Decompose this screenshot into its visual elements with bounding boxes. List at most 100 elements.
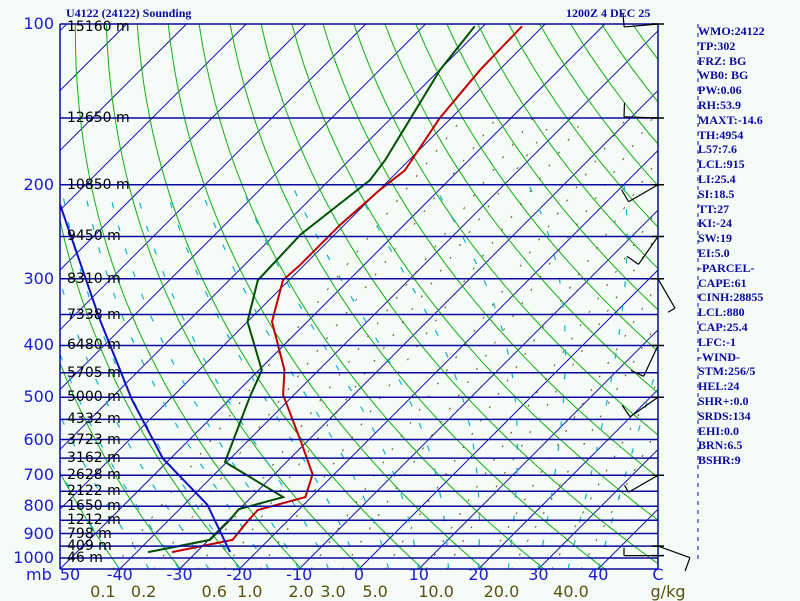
pressure-label: 1000 — [0, 550, 54, 566]
stat-item: -WIND- — [698, 350, 765, 365]
stat-item: LCL:915 — [698, 157, 765, 172]
dry-adiabat-line — [292, 24, 726, 569]
stat-item: BSHR:9 — [698, 453, 765, 468]
temperature-tick-label: 0 — [354, 568, 364, 582]
mixing-ratio-line — [581, 118, 800, 569]
height-label: 2122 m — [67, 485, 121, 497]
wind-barb-staff — [658, 279, 675, 308]
temperature-tick-label: -10 — [286, 568, 312, 582]
temperature-tick-label: 30 — [528, 568, 548, 582]
mixing-ratio-unit-label: g/kg — [651, 584, 686, 599]
dry-adiabat-line — [199, 24, 544, 569]
height-label: 46 m — [67, 552, 103, 564]
pressure-label: 800 — [0, 498, 54, 514]
stat-item: LCL:880 — [698, 305, 765, 320]
pressure-label: 700 — [0, 467, 54, 483]
temperature-tick-label: -30 — [167, 568, 193, 582]
moist-adiabat-line — [165, 185, 359, 570]
stat-item: CAP:25.4 — [698, 320, 765, 335]
stat-item: SRDS:134 — [698, 409, 765, 424]
height-label: 1212 m — [67, 514, 121, 526]
dry-adiabat-line — [106, 24, 362, 569]
height-label: 8310 m — [67, 273, 121, 285]
stat-item: EHI:0.0 — [698, 424, 765, 439]
pressure-label: 200 — [0, 177, 54, 193]
wind-barb-flag — [627, 256, 638, 264]
stat-item: SW:19 — [698, 231, 765, 246]
pressure-unit-label: mb — [26, 568, 52, 582]
temperature-tick-label: 40 — [588, 568, 608, 582]
wind-barb-staff — [630, 397, 658, 417]
wind-barb-staff — [638, 236, 658, 264]
stat-item: -PARCEL- — [698, 261, 765, 276]
pressure-label: 600 — [0, 432, 54, 448]
mixing-ratio-line — [385, 118, 687, 569]
mixing-ratio-label: 5.0 — [362, 584, 387, 599]
mixing-ratio-label: 20.0 — [484, 584, 520, 599]
mixing-ratio-label: 0.6 — [201, 584, 226, 599]
height-label: 1650 m — [67, 500, 121, 512]
stat-item: CINH:28855 — [698, 290, 765, 305]
stat-item: TT:27 — [698, 202, 765, 217]
pressure-label: 300 — [0, 271, 54, 287]
temperature-tick-label: 10 — [409, 568, 429, 582]
height-label: 3723 m — [67, 434, 121, 446]
wind-barbs — [622, 13, 690, 571]
stat-item: LI:25.4 — [698, 172, 765, 187]
height-label: 5000 m — [67, 391, 121, 403]
chart-frame — [60, 24, 698, 569]
moist-adiabat-line — [135, 185, 329, 570]
mixing-ratio-label: 10.0 — [418, 584, 454, 599]
temperature-tick-label: -40 — [107, 568, 133, 582]
height-label: 12650 m — [67, 112, 130, 124]
mixing-ratio-line — [260, 118, 585, 569]
mixing-ratio-line — [224, 118, 555, 569]
stat-item: PW:0.06 — [698, 83, 765, 98]
stat-item: BRN:6.5 — [698, 438, 765, 453]
mixing-ratio-label: 2.0 — [288, 584, 313, 599]
stat-item: SI:18.5 — [698, 187, 765, 202]
mixing-ratio-line — [426, 118, 720, 569]
mixing-ratio-line — [446, 118, 736, 569]
stat-item: STM:256/5 — [698, 364, 765, 379]
height-label: 10850 m — [67, 179, 130, 191]
moist-adiabat-line — [292, 185, 448, 570]
moist-adiabat-line — [108, 185, 299, 570]
height-label: 7338 m — [67, 309, 121, 321]
stat-item: KI:-24 — [698, 216, 765, 231]
mixing-ratio-label: 0.2 — [131, 584, 156, 599]
stat-item: TP:302 — [698, 39, 765, 54]
stat-item: HEL:24 — [698, 379, 765, 394]
stat-item: SHR+:0.0 — [698, 394, 765, 409]
wind-barb-flag — [685, 558, 690, 571]
stat-item: LFC:-1 — [698, 335, 765, 350]
temperature-tick-label: -20 — [226, 568, 252, 582]
temperature-tick-label: C — [652, 568, 663, 582]
height-label: 2628 m — [67, 469, 121, 481]
height-label: 5705 m — [67, 367, 121, 379]
chart-traces — [60, 26, 522, 552]
mixing-ratio-label: 1.0 — [237, 584, 262, 599]
dry-adiabat-line — [0, 24, 59, 569]
height-label: 4332 m — [67, 413, 121, 425]
wind-barb-staff — [644, 345, 658, 376]
stat-item: L57:7.6 — [698, 142, 765, 157]
temperature-tick-label: 20 — [468, 568, 488, 582]
stat-item: MAXT:-14.6 — [698, 113, 765, 128]
isotherm-line — [0, 24, 7, 569]
stat-item: WB0: BG — [698, 68, 765, 83]
stat-item: WMO:24122 — [698, 24, 765, 39]
wind-barb-staff — [629, 185, 658, 202]
moist-adiabat-line — [355, 185, 480, 570]
pressure-label: 100 — [0, 16, 54, 32]
temperature-tick-label: 50 — [60, 568, 80, 582]
mixing-ratio-label: 3.0 — [320, 584, 345, 599]
pressure-label: 400 — [0, 337, 54, 353]
sounding-time: 1200Z 4 DEC 25 — [566, 7, 650, 20]
pressure-label: 500 — [0, 389, 54, 405]
height-label: 15160 m — [67, 21, 130, 33]
moist-adiabat-line — [568, 185, 627, 570]
isotherm-line — [0, 24, 67, 569]
pressure-label: 900 — [0, 526, 54, 542]
